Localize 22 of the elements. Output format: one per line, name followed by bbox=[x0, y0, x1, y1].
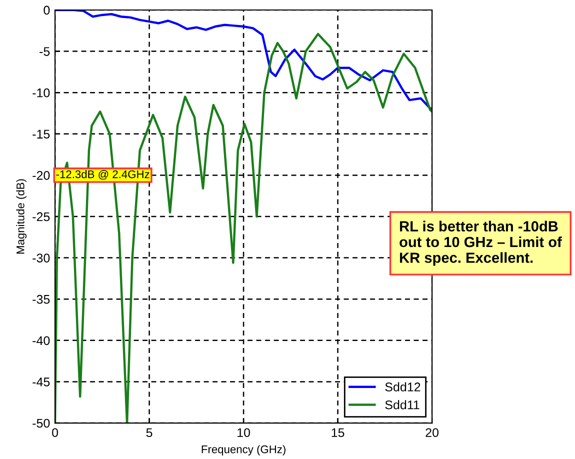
y-tick-label: -35 bbox=[32, 294, 50, 304]
annotation: -12.3dB @ 2.4GHz bbox=[56, 170, 150, 180]
y-tick-label: 0 bbox=[44, 6, 50, 15]
x-tick-label: 5 bbox=[146, 428, 152, 438]
y-tick-label: -30 bbox=[32, 254, 50, 262]
legend-label: Sdd11 bbox=[385, 400, 420, 410]
x-tick-label: 10 bbox=[238, 428, 250, 438]
y-tick-label: -45 bbox=[32, 378, 50, 386]
y-tick-label: -25 bbox=[32, 212, 50, 222]
x-tick-label: 15 bbox=[332, 428, 344, 438]
y-tick-label: -5 bbox=[40, 47, 50, 56]
legend-label: Sdd12 bbox=[385, 382, 420, 392]
x-tick-label: 20 bbox=[426, 428, 439, 438]
y-tick-label: -40 bbox=[32, 336, 50, 346]
y-tick-label: -15 bbox=[32, 130, 50, 139]
y-tick-label: -10 bbox=[32, 88, 50, 98]
annotation: RL is better than -10dB out to 10 GHz – Limit of KR spec. Excellent. bbox=[400, 220, 562, 266]
y-axis-title: Magnitude (dB) bbox=[16, 179, 27, 254]
x-tick-label: 0 bbox=[52, 428, 58, 438]
x-axis-title: Frequency (GHz) bbox=[202, 445, 286, 456]
y-tick-label: -50 bbox=[32, 418, 50, 428]
y-tick-label: -20 bbox=[32, 171, 50, 180]
